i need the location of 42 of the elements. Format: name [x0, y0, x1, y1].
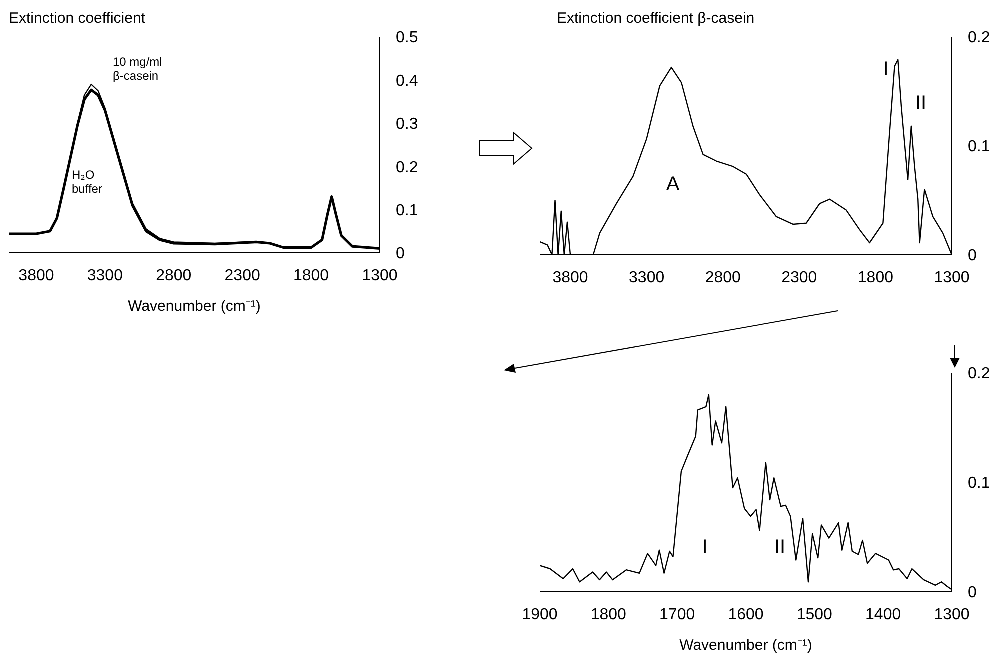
- x-tick-label: 2800: [705, 269, 742, 286]
- x-tick-label: 3300: [87, 267, 124, 284]
- annotation: II: [915, 92, 927, 116]
- y-tick-label: 0: [968, 584, 977, 602]
- x-axis-title: Wavenumber (cm⁻¹): [678, 636, 814, 654]
- y-tick-label: 0.1: [396, 202, 418, 220]
- x-tick-label: 1800: [294, 267, 330, 284]
- y-tick-label: 0.4: [396, 72, 418, 90]
- x-tick-label: 3800: [552, 269, 588, 286]
- x-tick-label: 1300: [362, 267, 398, 284]
- y-tick-label: 0.2: [396, 159, 418, 176]
- x-tick-label: 1500: [796, 606, 833, 624]
- y-tick-label: 0.5: [396, 30, 418, 47]
- y-tick-label: 0.2: [968, 30, 990, 47]
- x-tick-label: 3800: [18, 267, 54, 284]
- annotation: II: [774, 536, 786, 560]
- y-tick-label: 0.1: [968, 138, 990, 156]
- x-tick-label: 1400: [866, 606, 902, 624]
- x-axis-title: Wavenumber (cm⁻¹): [127, 297, 262, 315]
- annotation: I: [702, 536, 708, 560]
- x-tick-label: 1700: [660, 606, 696, 624]
- chart-title: Extinction coefficient: [9, 10, 146, 27]
- y-tick-label: 0: [396, 246, 405, 263]
- x-tick-label: 1300: [934, 269, 970, 286]
- x-tick-label: 1800: [590, 606, 627, 624]
- x-tick-label: 1600: [728, 606, 764, 624]
- y-tick-label: 0.3: [396, 116, 418, 134]
- annotation: I: [883, 58, 889, 82]
- y-tick-label: 0.1: [968, 475, 990, 492]
- x-tick-label: 3300: [629, 269, 665, 286]
- y-tick-label: 0.2: [968, 366, 990, 383]
- series-label: 10 mg/ml β-casein: [113, 55, 164, 83]
- x-tick-label: 1900: [522, 606, 558, 624]
- x-tick-label: 2300: [782, 269, 818, 286]
- annotation: A: [666, 174, 680, 196]
- chart-title: Extinction coefficient β-casein: [557, 10, 755, 27]
- series-label: H₂O buffer: [72, 168, 104, 196]
- x-tick-label: 1800: [858, 269, 894, 286]
- y-tick-label: 0: [968, 248, 977, 265]
- x-tick-label: 2800: [156, 267, 192, 284]
- x-tick-label: 2300: [224, 267, 260, 284]
- x-tick-label: 1300: [934, 606, 970, 624]
